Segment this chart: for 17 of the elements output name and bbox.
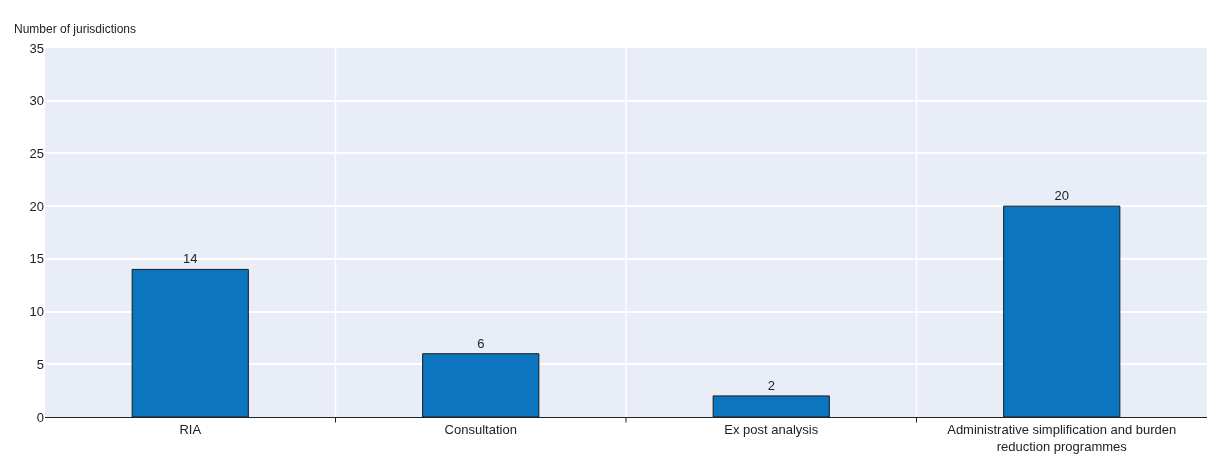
x-tick-label: Administrative simplification and burden reduction programmes bbox=[947, 421, 1177, 454]
x-tick-label: RIA bbox=[179, 421, 202, 437]
y-tick-label: 5 bbox=[36, 356, 44, 372]
x-tick-label: Ex post analysis bbox=[724, 421, 819, 437]
data-label: 2 bbox=[767, 377, 775, 393]
y-tick-label: 30 bbox=[29, 93, 44, 109]
data-label: 20 bbox=[1054, 188, 1069, 204]
y-tick-label: 20 bbox=[29, 198, 44, 214]
y-tick-label: 0 bbox=[36, 409, 44, 425]
data-label: 14 bbox=[183, 251, 198, 267]
y-tick-label: 35 bbox=[29, 40, 44, 56]
y-tick-label: 10 bbox=[29, 304, 44, 320]
y-tick-label: 25 bbox=[29, 145, 44, 161]
data-label: 6 bbox=[477, 335, 485, 351]
y-tick-label: 15 bbox=[29, 251, 44, 267]
x-tick-label: Consultation bbox=[444, 421, 517, 437]
y-axis-title: Number of jurisdictions bbox=[14, 22, 137, 36]
